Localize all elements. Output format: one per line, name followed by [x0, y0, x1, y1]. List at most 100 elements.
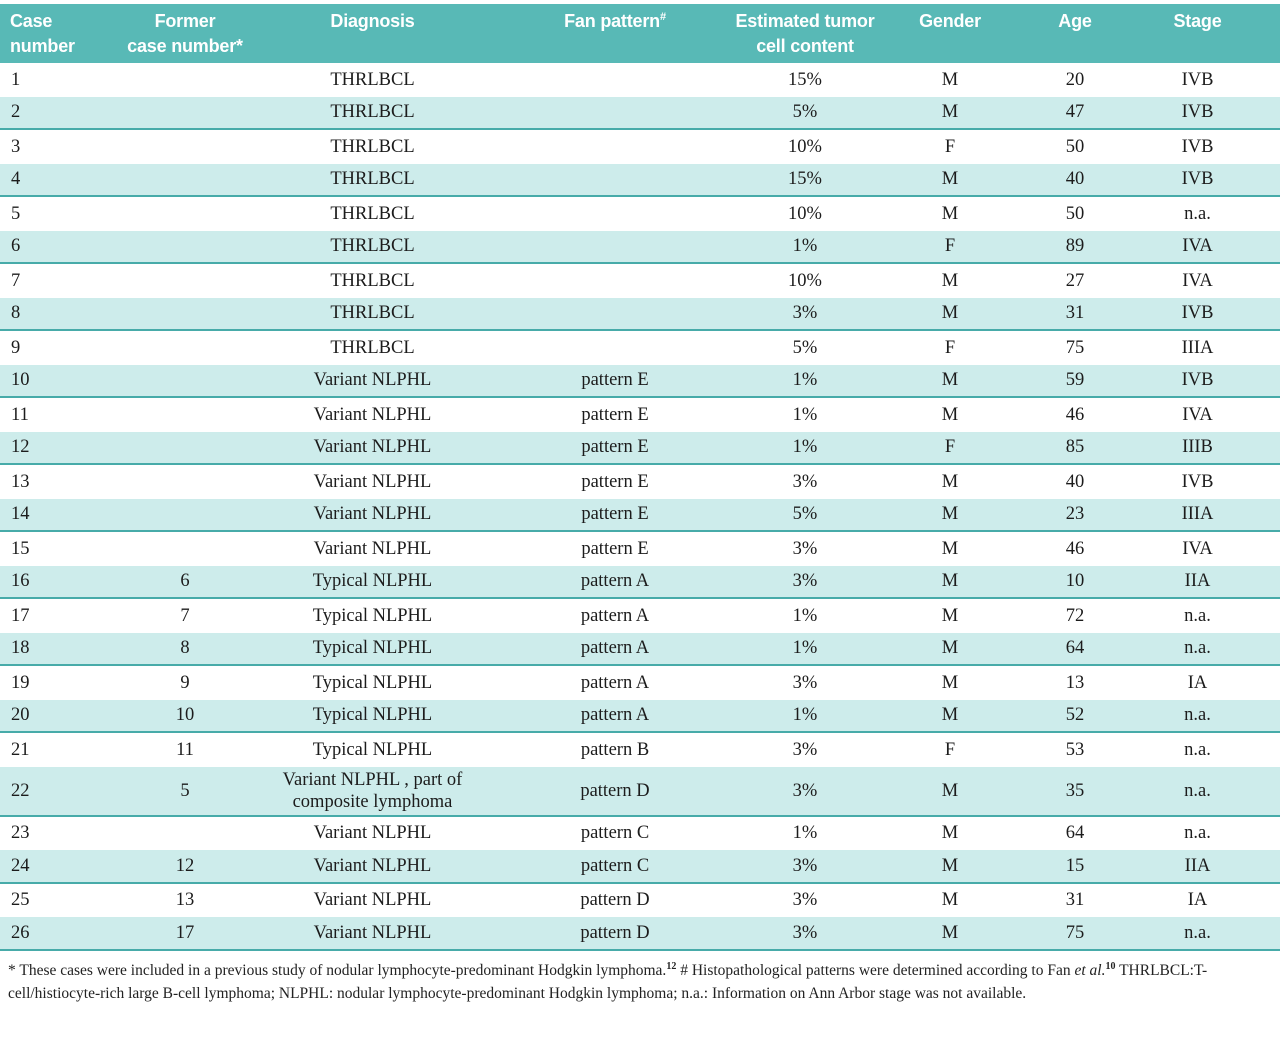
cell-content: 3%	[792, 303, 818, 324]
column-header-gender: Gender	[919, 11, 981, 31]
cell-content: 1%	[792, 605, 818, 626]
table-row: 1 THRLBCL 15% M 20 IVB	[0, 63, 1280, 97]
cell-pattern: pattern B	[580, 739, 650, 760]
table-body: 1 THRLBCL 15% M 20 IVB 2 THRLBCL 5% M 47 IVB 3 THRLBC…	[0, 63, 1280, 951]
cell-age: 40	[1065, 471, 1085, 492]
cell-diagnosis: Variant NLPHL	[313, 370, 432, 391]
cell-diagnosis: THRLBCL	[330, 169, 415, 190]
cell-stage: n.a.	[1184, 739, 1211, 760]
table-row: 6 THRLBCL 1% F 89 IVA	[0, 230, 1280, 264]
table-row: 7 THRLBCL 10% M 27 IVA	[0, 264, 1280, 298]
footnote-segment: THRLBCL:T-cell/histiocyte-rich large B-c…	[8, 961, 1208, 1003]
cell-stage: IVA	[1182, 236, 1213, 257]
cell-gender: F	[944, 739, 956, 760]
cell-content: 3%	[792, 571, 818, 592]
cell-content: 15%	[788, 169, 822, 190]
cell-diagnosis: Variant NLPHL	[313, 471, 432, 492]
cell-content: 1%	[792, 370, 818, 391]
cell-age: 47	[1065, 102, 1085, 123]
cell-diagnosis: Variant NLPHL	[313, 504, 432, 525]
cell-age: 46	[1065, 538, 1085, 559]
cell-stage: n.a.	[1184, 605, 1211, 626]
table-row: 9 THRLBCL 5% F 75 IIIA	[0, 331, 1280, 365]
cell-content: 5%	[792, 337, 818, 358]
table-row: 22 5 Variant NLPHL , part of composite lym…	[0, 766, 1280, 817]
cell-content: 3%	[792, 780, 818, 801]
cell-case: 7	[11, 270, 21, 291]
cell-content: 10%	[788, 270, 822, 291]
column-header-diagnosis: Diagnosis	[330, 11, 415, 31]
cell-gender: F	[944, 236, 956, 257]
cell-case: 11	[11, 404, 29, 425]
cell-diagnosis: Typical NLPHL	[312, 605, 433, 626]
table-row: 13 Variant NLPHL pattern E 3% M 40 IVB	[0, 465, 1280, 499]
cell-former: 12	[175, 855, 195, 876]
cell-diagnosis: Typical NLPHL	[312, 571, 433, 592]
cell-former: 13	[175, 890, 195, 911]
cell-pattern: pattern E	[581, 538, 649, 559]
cell-diagnosis: Variant NLPHL	[313, 437, 432, 458]
cell-age: 64	[1065, 638, 1085, 659]
cell-stage: n.a.	[1184, 922, 1211, 943]
table-header-row: Case number Former case number* Diagnosis F…	[0, 4, 1280, 63]
cell-case: 17	[11, 605, 30, 626]
cell-content: 1%	[792, 437, 818, 458]
table-row: 21 11 Typical NLPHL pattern B 3% F 53 n.a.	[0, 733, 1280, 767]
cell-case: 14	[11, 504, 30, 525]
cell-content: 3%	[792, 890, 818, 911]
cell-stage: IVA	[1182, 404, 1213, 425]
footnote-segment: 10	[1105, 960, 1116, 972]
cell-stage: IIA	[1184, 571, 1211, 592]
cell-former: 11	[176, 739, 194, 760]
cell-age: 31	[1065, 303, 1085, 324]
cell-gender: M	[941, 605, 959, 626]
cell-stage: IA	[1187, 890, 1208, 911]
cell-stage: IIA	[1184, 855, 1211, 876]
cell-gender: M	[941, 638, 959, 659]
cell-gender: M	[941, 102, 959, 123]
cell-stage: IVB	[1181, 303, 1214, 324]
footnote-segment: et al.	[1074, 961, 1106, 979]
cell-content: 5%	[792, 504, 818, 525]
cell-diagnosis: Variant NLPHL , part of composite lympho…	[282, 769, 463, 812]
table-row: 19 9 Typical NLPHL pattern A 3% M 13 IA	[0, 666, 1280, 700]
cell-case: 16	[11, 571, 30, 592]
cell-gender: M	[941, 823, 959, 844]
case-table: Case number Former case number* Diagnosis F…	[0, 4, 1280, 1006]
cell-diagnosis: Variant NLPHL	[313, 855, 432, 876]
cell-gender: M	[941, 471, 959, 492]
table-row: 11 Variant NLPHL pattern E 1% M 46 IVA	[0, 398, 1280, 432]
table-row: 26 17 Variant NLPHL pattern D 3% M 75 n.a.	[0, 917, 1280, 951]
cell-case: 2	[11, 102, 21, 123]
cell-diagnosis: THRLBCL	[330, 102, 415, 123]
table-footnote: * These cases were included in a previou…	[0, 951, 1280, 1006]
column-header-stage: Stage	[1173, 11, 1222, 31]
cell-gender: M	[941, 169, 959, 190]
cell-age: 89	[1065, 236, 1085, 257]
table-row: 16 6 Typical NLPHL pattern A 3% M 10 IIA	[0, 565, 1280, 599]
cell-former: 6	[180, 571, 190, 592]
cell-pattern: pattern C	[580, 823, 650, 844]
cell-gender: M	[941, 370, 959, 391]
cell-diagnosis: Variant NLPHL	[313, 823, 432, 844]
cell-pattern: pattern A	[580, 571, 650, 592]
cell-gender: F	[944, 136, 956, 157]
cell-case: 19	[11, 672, 30, 693]
cell-pattern: pattern D	[580, 922, 650, 943]
cell-diagnosis: Typical NLPHL	[312, 672, 433, 693]
cell-stage: IIIB	[1182, 437, 1213, 458]
cell-age: 35	[1065, 780, 1085, 801]
cell-pattern: pattern E	[581, 504, 649, 525]
cell-gender: M	[941, 203, 959, 224]
cell-diagnosis: THRLBCL	[330, 136, 415, 157]
cell-content: 3%	[792, 471, 818, 492]
cell-diagnosis: Variant NLPHL	[313, 404, 432, 425]
cell-pattern: pattern E	[581, 370, 649, 391]
cell-gender: M	[941, 538, 959, 559]
cell-case: 26	[11, 922, 30, 943]
cell-stage: IVB	[1181, 471, 1214, 492]
cell-content: 1%	[792, 823, 818, 844]
cell-age: 53	[1065, 739, 1085, 760]
cell-stage: n.a.	[1184, 823, 1211, 844]
cell-content: 1%	[792, 705, 818, 726]
